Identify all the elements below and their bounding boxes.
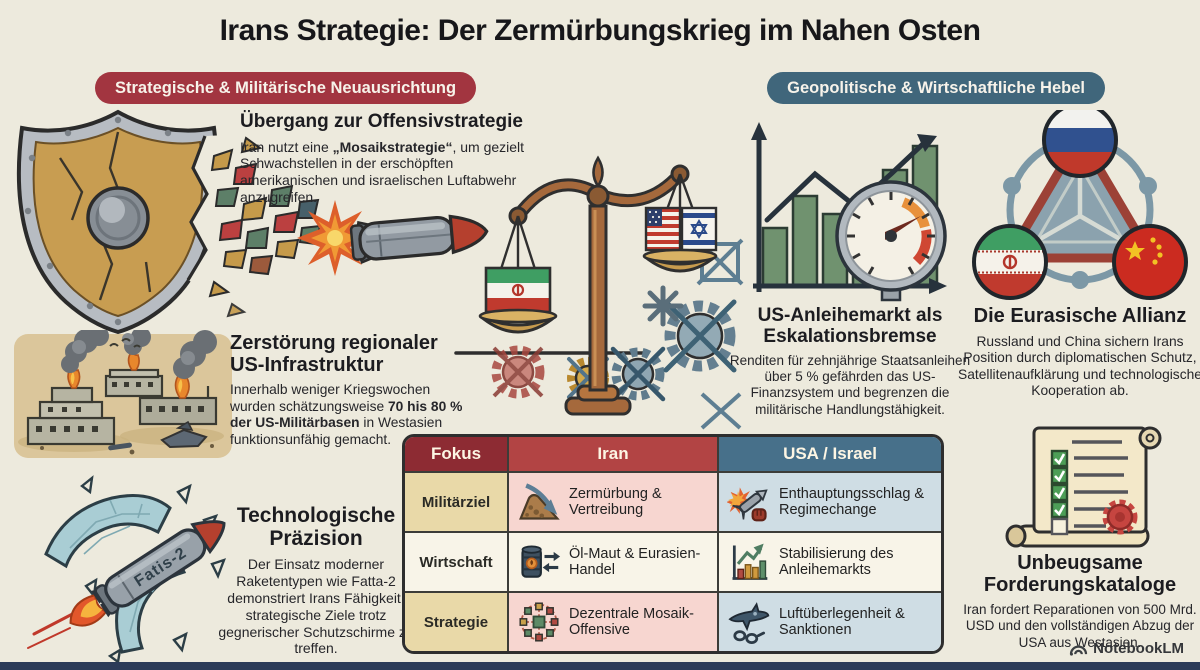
alliance-triangle-illustration — [972, 110, 1188, 300]
table-cell-text: Dezentrale Mosaik-Offensive — [569, 605, 694, 638]
table-header-iran: Iran — [507, 437, 717, 471]
table-header-usa-israel: USA / Israel — [717, 437, 941, 471]
bond-chart-gauge-illustration — [751, 122, 947, 302]
landslide-icon — [519, 483, 560, 520]
table-row-label: Militärziel — [405, 471, 507, 531]
usa-flag-weight — [644, 206, 682, 252]
section-alliance: Die Eurasische Allianz Russland und Chin… — [955, 305, 1200, 400]
israel-flag-weight — [680, 206, 718, 252]
section-infrastructure: Zerstörung regionaler US-Infrastruktur I… — [230, 332, 472, 448]
offensive-body: Iran nutzt eine „Mosaikstrategie“, um ge… — [240, 138, 525, 205]
russia-flag-node — [1042, 110, 1118, 178]
table-row-label: Strategie — [405, 591, 507, 651]
page-title: Irans Strategie: Der Zermürbungskrieg im… — [219, 14, 981, 47]
demand-scroll-illustration — [1005, 426, 1162, 548]
offensive-heading: Übergang zur Offensivstrategie — [240, 111, 523, 132]
shield-cracks — [58, 131, 152, 301]
footer-bar — [0, 662, 1200, 670]
reflected-gear — [491, 345, 545, 399]
mosaic-network-icon — [519, 602, 559, 642]
missile — [349, 214, 489, 264]
table-cell-text: Enthauptungsschlag & Regimechange — [779, 485, 925, 518]
precision-body: Der Einsatz moderner Raketentypen wie Fa… — [218, 556, 414, 657]
asterisk-mark — [642, 285, 684, 327]
notebooklm-label: NotebookLM — [1093, 640, 1184, 657]
notebooklm-brand: NotebookLM — [1069, 640, 1184, 657]
badge-strategic-military: Strategische & Militärische Neuausrichtu… — [95, 72, 477, 104]
infrastructure-body: Innerhalb weniger Kriegswochen wurden sc… — [230, 382, 463, 447]
china-flag-node — [1112, 224, 1188, 300]
mosaic-shards — [208, 136, 322, 318]
bond-heading: US-Anleihemarkt als Eskalationsbremse — [757, 305, 943, 347]
table-cell-iran-military: Zermürbung & Vertreibung — [507, 471, 717, 531]
base-building-right — [138, 386, 218, 426]
table-cell-text: Zermürbung & Vertreibung — [569, 485, 662, 518]
table-header-fokus: Fokus — [405, 437, 507, 471]
base-building-back — [104, 368, 164, 398]
air-superiority-icon — [728, 602, 770, 644]
smoke — [61, 330, 217, 379]
alliance-body: Russland und China sichern Irans Positio… — [958, 333, 1200, 399]
decapitation-strike-icon — [727, 487, 768, 522]
wrecked-jet — [108, 420, 208, 451]
table-cell-iran-economy: Öl-Maut & Eurasien-Handel — [507, 531, 717, 591]
notebooklm-icon — [1070, 645, 1088, 656]
burning-bases-illustration — [14, 330, 232, 458]
infrastructure-heading: Zerstörung regionaler US-Infrastruktur — [230, 332, 438, 376]
balance-scale-illustration — [454, 155, 744, 430]
bond-body: Renditen für zehnjährige Staatsanleihen … — [729, 353, 971, 417]
table-cell-iran-strategy: Dezentrale Mosaik-Offensive — [507, 591, 717, 651]
checklist — [1050, 449, 1128, 536]
table-cell-usa-economy: Stabilisierung des Anleihemarkts — [717, 531, 941, 591]
flames — [67, 349, 190, 399]
oil-trade-icon — [521, 545, 561, 578]
bluegray-gear — [610, 346, 666, 402]
demands-body: Iran fordert Reparationen von 500 Mrd. U… — [963, 602, 1197, 650]
table-row-label: Wirtschaft — [405, 531, 507, 591]
section-precision: Technologische Präzision Der Einsatz mod… — [215, 504, 417, 657]
iran-flag-weight — [484, 266, 552, 314]
section-demands: Unbeugsame Forderungskataloge Iran forde… — [955, 552, 1200, 651]
table-cell-usa-strategy: Luftüberlegenheit & Sanktionen — [717, 591, 941, 651]
alliance-heading: Die Eurasische Allianz — [973, 305, 1187, 327]
broken-shield-illustration — [16, 109, 489, 334]
glass-dome-missile-illustration: Fatis-2 — [27, 475, 227, 665]
bond-stabilization-icon — [732, 543, 768, 580]
wax-seal — [1102, 499, 1138, 535]
birds — [109, 338, 141, 348]
table-cell-text: Luftüberlegenheit & Sanktionen — [779, 605, 905, 638]
demands-heading: Unbeugsame Forderungskataloge — [983, 552, 1177, 596]
badge-geopolitical-economic: Geopolitische & Wirtschaftliche Hebel — [767, 72, 1105, 104]
fatis-missile: Fatis-2 — [69, 520, 226, 627]
section-bond-market: US-Anleihemarkt als Eskalationsbremse Re… — [727, 305, 973, 418]
precision-heading: Technologische Präzision — [236, 504, 396, 550]
iran-flag-node — [972, 224, 1048, 300]
pressure-gauge — [835, 180, 947, 302]
section-offensive: Übergang zur Offensivstrategie Iran nutz… — [240, 111, 552, 206]
steel-gear — [663, 299, 737, 373]
table-cell-text: Stabilisierung des Anleihemarkts — [779, 545, 894, 578]
table-cell-usa-military: Enthauptungsschlag & Regimechange — [717, 471, 941, 531]
table-cell-text: Öl-Maut & Eurasien-Handel — [569, 545, 701, 578]
comparison-table: Fokus Iran USA / Israel Militärziel Zerm… — [402, 434, 944, 654]
